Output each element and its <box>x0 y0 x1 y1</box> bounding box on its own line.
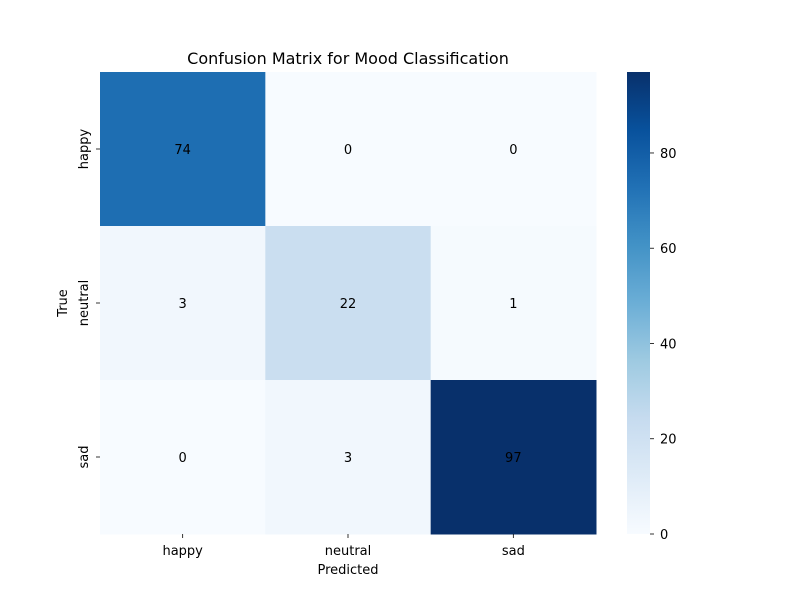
heatmap-cells <box>100 72 597 535</box>
y-tick-label-sad: sad <box>77 446 92 469</box>
x-tick-label-sad: sad <box>502 544 525 559</box>
heatmap-cell-neutral-sad <box>430 226 597 381</box>
x-tick-label-happy: happy <box>162 544 203 559</box>
heatmap-cell-happy-happy <box>100 72 266 227</box>
y-tick-label-neutral: neutral <box>77 280 92 327</box>
heatmap-cell-happy-neutral <box>265 72 432 227</box>
y-tick-label-happy: happy <box>77 128 92 169</box>
x-axis-ticks: happy neutral sad <box>162 534 525 559</box>
colorbar-tick-label: 20 <box>660 433 677 448</box>
cell-value-label: 0 <box>179 451 187 466</box>
colorbar-tick-label: 80 <box>660 147 677 162</box>
chart-title: Confusion Matrix for Mood Classification <box>187 49 509 68</box>
colorbar-ticks: 0 20 40 60 80 <box>650 147 677 543</box>
cell-value-label: 0 <box>344 143 352 158</box>
cell-value-label: 22 <box>340 297 357 312</box>
heatmap-cell-happy-sad <box>430 72 597 227</box>
cell-value-label: 74 <box>174 143 191 158</box>
colorbar-tick-label: 40 <box>660 337 677 352</box>
heatmap-cell-neutral-neutral <box>265 226 432 381</box>
x-axis-label: Predicted <box>317 563 378 578</box>
cell-value-label: 3 <box>179 297 187 312</box>
cell-value-label: 97 <box>505 451 522 466</box>
y-axis-label: True <box>56 289 71 318</box>
cell-value-label: 3 <box>344 451 352 466</box>
y-axis-ticks: happy neutral sad <box>77 128 100 469</box>
x-tick-label-neutral: neutral <box>325 544 372 559</box>
colorbar-tick-label: 0 <box>660 528 668 543</box>
heatmap-cell-sad-happy <box>100 380 266 535</box>
heatmap-cell-sad-sad <box>430 380 597 535</box>
cell-value-label: 1 <box>509 297 517 312</box>
colorbar <box>627 72 650 534</box>
cell-value-label: 0 <box>509 143 517 158</box>
heatmap-cell-neutral-happy <box>100 226 266 381</box>
heatmap-cell-labels: 74 0 0 3 22 1 0 3 97 <box>174 143 521 466</box>
heatmap-cell-sad-neutral <box>265 380 432 535</box>
colorbar-tick-label: 60 <box>660 242 677 257</box>
